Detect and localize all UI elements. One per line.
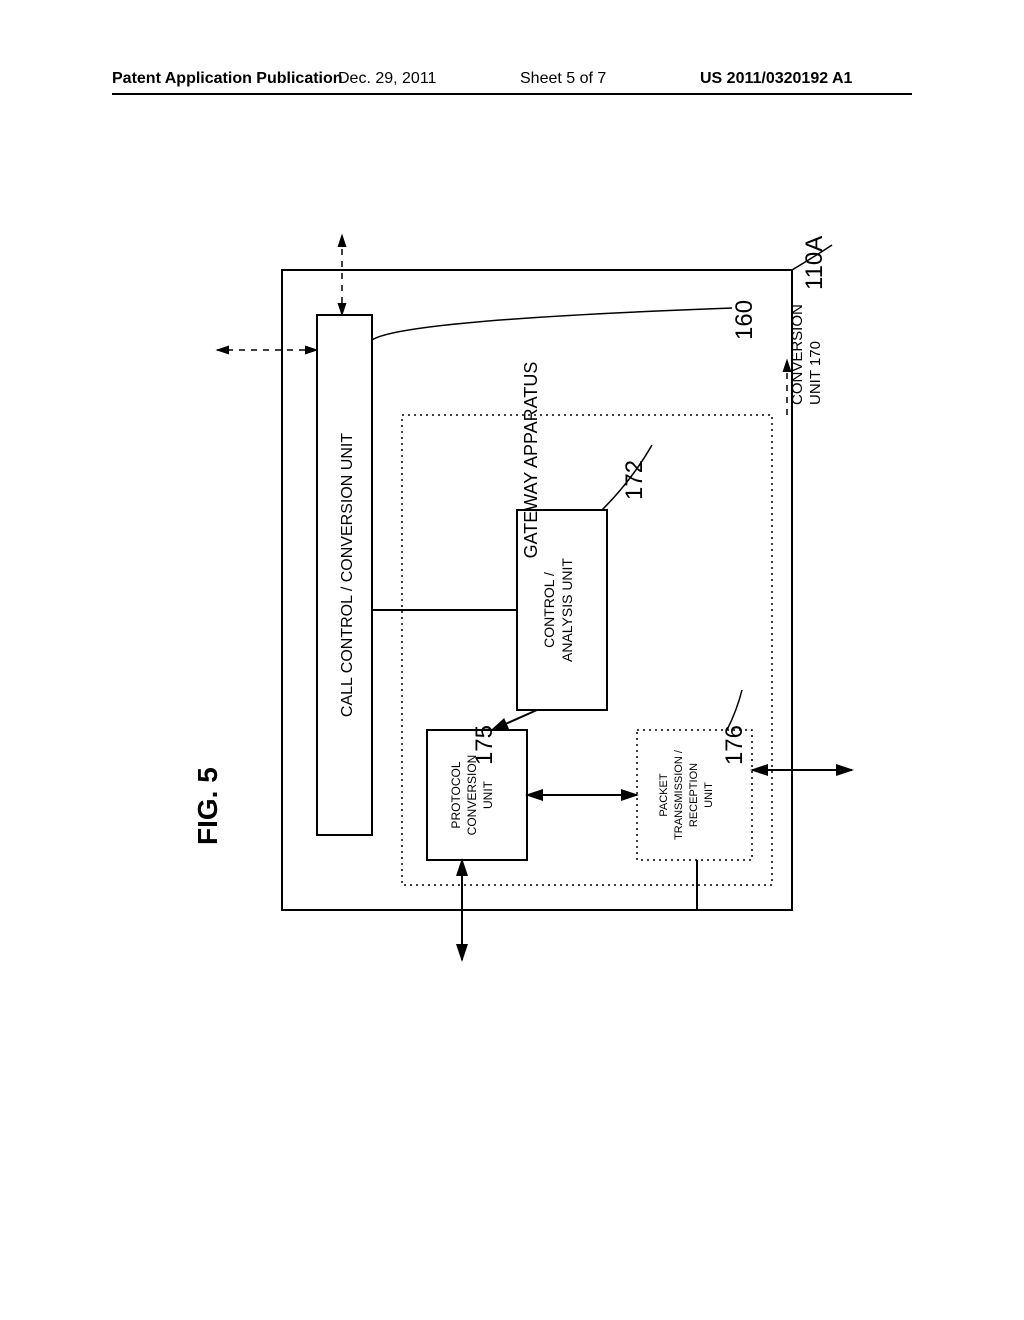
header-pubno: US 2011/0320192 A1 bbox=[700, 70, 852, 88]
conv-unit-l2: UNIT 170 bbox=[807, 341, 824, 405]
proto-l3: UNIT bbox=[481, 780, 495, 809]
figure-diagram: FIG. 5 110A GATEWAY APPARATUS CALL CONTR… bbox=[162, 230, 862, 970]
header-left: Patent Application Publication bbox=[112, 70, 343, 88]
ref-110a: 110A bbox=[801, 236, 828, 290]
gateway-label: GATEWAY APPARATUS bbox=[521, 362, 541, 559]
pkt-l2: TRANSMISSION / bbox=[673, 749, 685, 840]
ctrl-l1: CONTROL / bbox=[541, 572, 557, 648]
ref-175: 175 bbox=[471, 725, 498, 765]
header-divider bbox=[112, 93, 912, 95]
header-sheet: Sheet 5 of 7 bbox=[520, 70, 606, 88]
pkt-l4: UNIT bbox=[703, 782, 715, 808]
proto-l1: PROTOCOL bbox=[449, 761, 463, 828]
callcontrol-label: CALL CONTROL / CONVERSION UNIT bbox=[339, 433, 356, 717]
figure-label: FIG. 5 bbox=[192, 767, 223, 845]
ref-172: 172 bbox=[621, 460, 648, 500]
ref-176: 176 bbox=[721, 725, 748, 765]
ref-160: 160 bbox=[731, 300, 758, 340]
pkt-l1: PACKET bbox=[658, 773, 670, 816]
proto-l2: CONVERSION bbox=[465, 755, 479, 836]
arrow-ca-proto bbox=[492, 710, 537, 730]
pkt-l3: RECEPTION bbox=[688, 763, 700, 827]
lead-160 bbox=[372, 308, 732, 340]
conv-unit-l1: CONVERSION bbox=[789, 304, 806, 405]
ctrl-l2: ANALYSIS UNIT bbox=[559, 558, 575, 662]
header-date: Dec. 29, 2011 bbox=[338, 70, 436, 88]
lead-176 bbox=[727, 690, 742, 730]
